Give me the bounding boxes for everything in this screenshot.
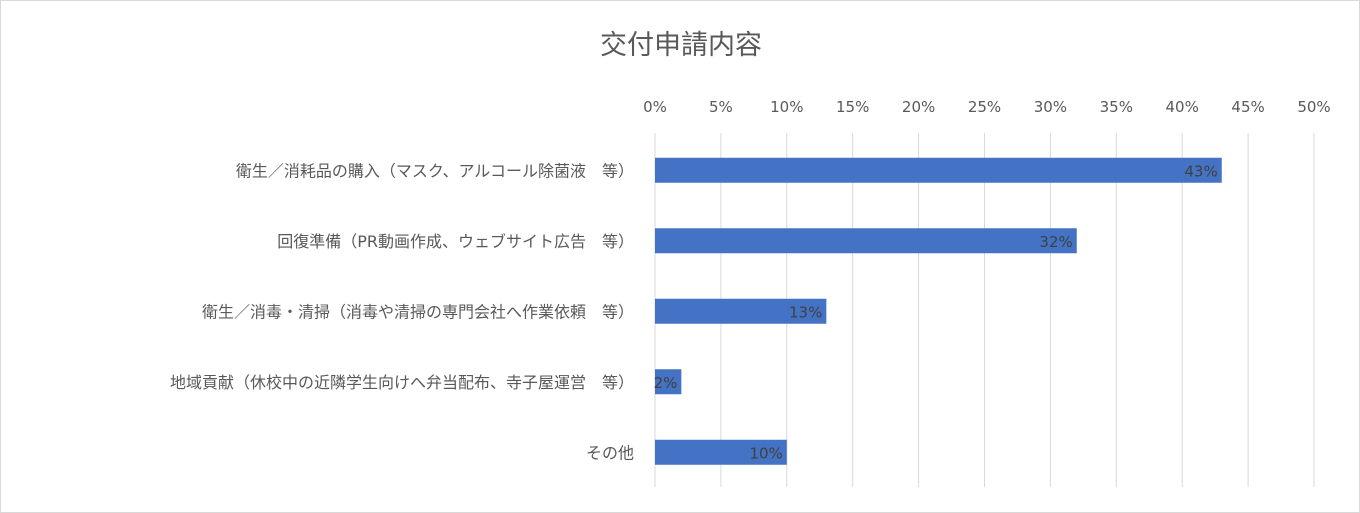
category-label: 衛生／消耗品の購入（マスク、アルコール除菌液 等） (236, 161, 634, 180)
x-tick-label: 40% (1166, 98, 1199, 116)
x-tick-label: 15% (836, 98, 869, 116)
data-label: 32% (1039, 233, 1072, 251)
data-label: 13% (789, 303, 822, 321)
category-label: 衛生／消毒・清掃（消毒や清掃の専門会社へ作業依頼 等） (202, 302, 634, 321)
chart-title: 交付申請内容 (600, 30, 762, 61)
x-tick-label: 0% (643, 98, 667, 116)
category-label: 回復準備（PR動画作成、ウェブサイト広告 等） (277, 232, 634, 251)
bar (655, 157, 1222, 183)
x-tick-label: 5% (709, 98, 733, 116)
data-label: 2% (654, 374, 678, 392)
data-label: 10% (749, 444, 782, 462)
x-tick-label: 50% (1297, 98, 1330, 116)
category-label: その他 (586, 443, 634, 462)
x-tick-label: 30% (1034, 98, 1067, 116)
bar (655, 369, 682, 395)
x-tick-label: 10% (770, 98, 803, 116)
x-tick-label: 20% (902, 98, 935, 116)
category-label: 地域貢献（休校中の近隣学生向けへ弁当配布、寺子屋運営 等） (170, 373, 634, 392)
bar (655, 298, 827, 324)
x-tick-label: 25% (968, 98, 1001, 116)
x-tick-label: 35% (1100, 98, 1133, 116)
x-tick-label: 45% (1231, 98, 1264, 116)
bar (655, 228, 1077, 254)
bar (655, 439, 787, 465)
data-label: 43% (1184, 162, 1217, 180)
